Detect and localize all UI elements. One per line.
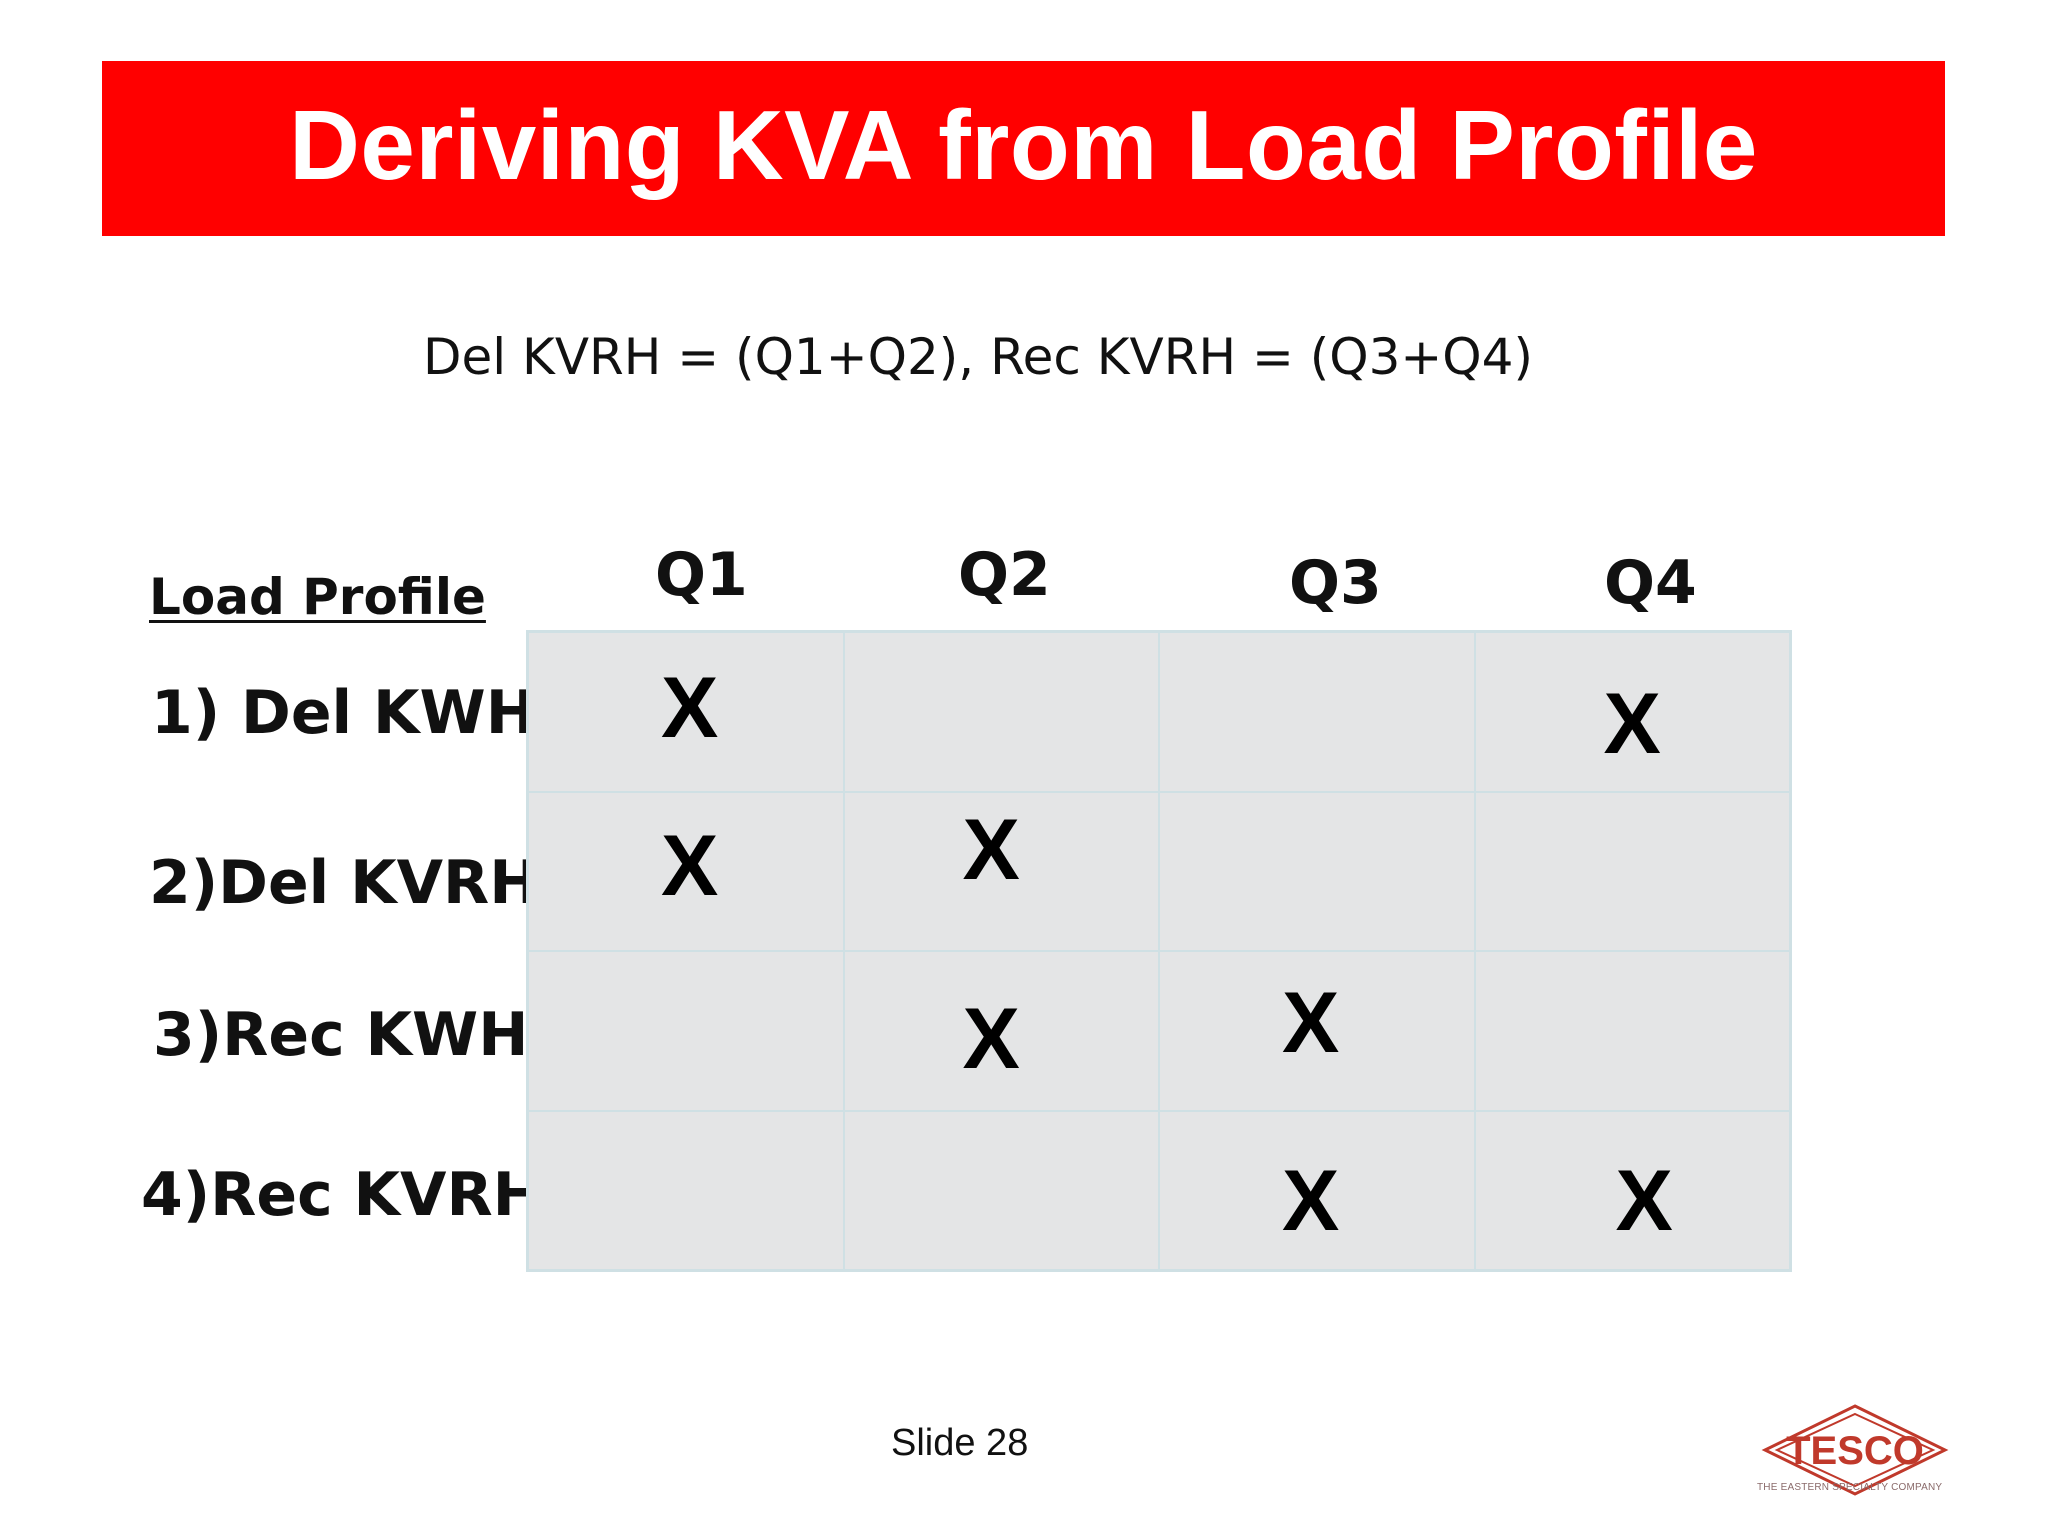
slide-number: Slide 28 xyxy=(891,1422,1029,1464)
x-mark: X xyxy=(1615,1152,1673,1249)
grid-cell xyxy=(1159,632,1475,792)
grid-cell xyxy=(1474,791,1790,951)
grid-cell xyxy=(1159,791,1475,951)
x-mark: X xyxy=(661,817,719,914)
logo-text: TESCO xyxy=(1786,1429,1924,1473)
logo-caption: THE EASTERN SPECIALTY COMPANY xyxy=(1757,1482,1943,1493)
row-label-rec-kwh: 3)Rec KWH xyxy=(153,1000,529,1070)
row-label-del-kwh: 1) Del KWH xyxy=(151,678,536,748)
grid-cell xyxy=(843,1110,1159,1270)
row-label-rec-kvrh: 4)Rec KVRH xyxy=(141,1160,543,1230)
grid-cell xyxy=(843,632,1159,792)
tesco-logo: TESCO xyxy=(1761,1404,1949,1496)
grid-cell: X xyxy=(528,632,844,792)
logo-diamond-inner xyxy=(1774,1412,1936,1488)
x-mark: X xyxy=(1603,676,1661,772)
column-header-q2: Q2 xyxy=(958,540,1051,610)
grid-cell xyxy=(528,951,844,1111)
x-mark: X xyxy=(962,991,1020,1087)
load-profile-grid: X X X X X X X X xyxy=(526,630,1792,1272)
grid-cell: X xyxy=(1474,632,1790,792)
grid-cell xyxy=(1474,951,1790,1111)
grid-cell: X xyxy=(1159,951,1475,1111)
x-mark: X xyxy=(1282,975,1340,1071)
column-header-q1: Q1 xyxy=(655,540,748,610)
formula-text: Del KVRH = (Q1+Q2), Rec KVRH = (Q3+Q4) xyxy=(423,328,1533,386)
grid-cell: X xyxy=(1159,1110,1475,1270)
column-header-q4: Q4 xyxy=(1604,548,1697,618)
row-label-del-kvrh: 2)Del KVRH xyxy=(149,848,540,918)
column-header-q3: Q3 xyxy=(1289,548,1382,618)
x-mark: X xyxy=(962,801,1020,898)
x-mark: X xyxy=(1282,1152,1340,1249)
title-bar: Deriving KVA from Load Profile xyxy=(102,61,1945,236)
load-profile-header: Load Profile xyxy=(149,568,486,626)
grid-cell xyxy=(528,1110,844,1270)
slide-title: Deriving KVA from Load Profile xyxy=(289,89,1758,200)
grid-cell: X xyxy=(843,791,1159,951)
x-mark: X xyxy=(661,660,719,756)
logo-diamond-outer xyxy=(1761,1404,1949,1496)
grid-cell: X xyxy=(1474,1110,1790,1270)
grid-cell: X xyxy=(528,791,844,951)
grid-cell: X xyxy=(843,951,1159,1111)
